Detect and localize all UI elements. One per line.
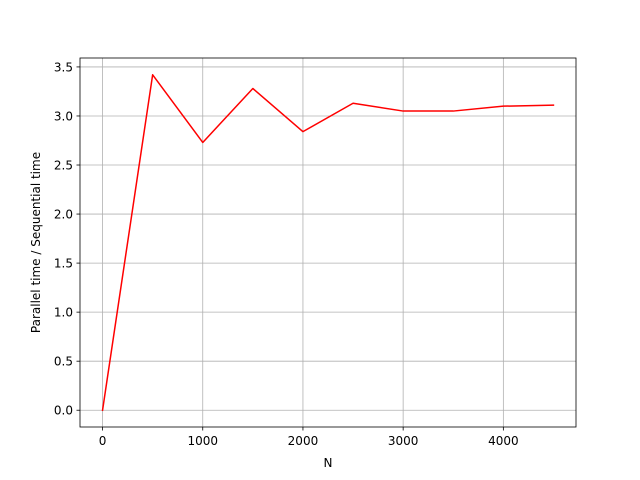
- y-tick-label: 2.5: [54, 159, 73, 173]
- x-tick-label: 3000: [388, 434, 419, 448]
- y-tick-label: 0.5: [54, 355, 73, 369]
- y-tick-label: 2.0: [54, 208, 73, 222]
- grid: [80, 58, 576, 427]
- x-axis: 0 1000 2000 3000 4000: [99, 427, 519, 448]
- x-tick-label: 4000: [488, 434, 519, 448]
- x-tick-label: 0: [99, 434, 107, 448]
- x-axis-label: N: [324, 456, 333, 470]
- y-tick-label: 3.0: [54, 109, 73, 123]
- y-tick-label: 1.5: [54, 257, 73, 271]
- y-tick-label: 3.5: [54, 60, 73, 74]
- x-tick-label: 2000: [288, 434, 319, 448]
- y-tick-label: 0.0: [54, 404, 73, 418]
- x-tick-label: 1000: [187, 434, 218, 448]
- plot-background: [80, 58, 576, 427]
- y-axis-label: Parallel time / Sequential time: [29, 152, 43, 333]
- plot-frame: [79, 57, 577, 428]
- y-tick-label: 1.0: [54, 306, 73, 320]
- series-group: [101, 74, 555, 412]
- y-axis: 0.0 0.5 1.0 1.5 2.0 2.5 3.0 3.5: [54, 60, 80, 418]
- series-line-0: [101, 74, 555, 412]
